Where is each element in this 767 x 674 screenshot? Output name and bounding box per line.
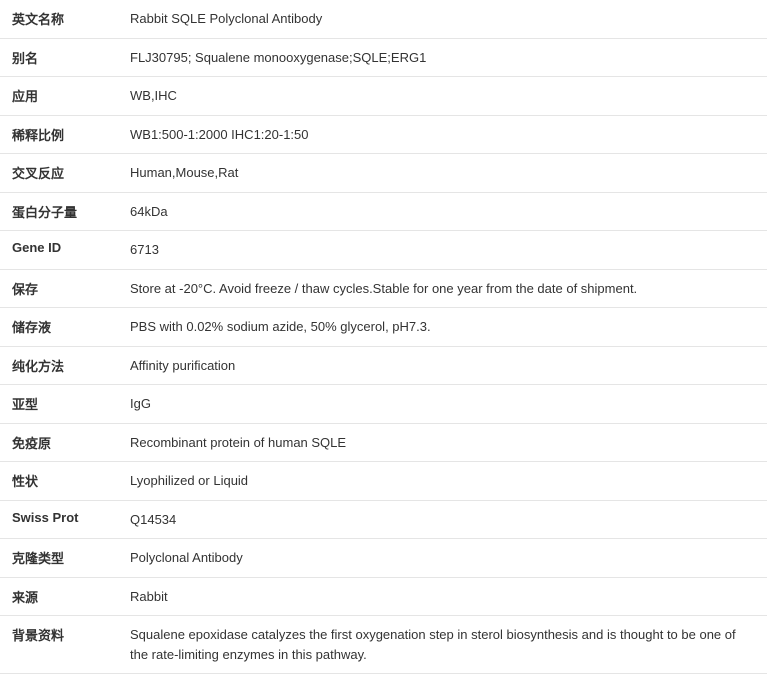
table-row: 克隆类型Polyclonal Antibody <box>0 539 767 578</box>
spec-label: Gene ID <box>0 231 130 270</box>
spec-value: 6713 <box>130 231 767 270</box>
table-row: 保存Store at -20°C. Avoid freeze / thaw cy… <box>0 269 767 308</box>
spec-label: 应用 <box>0 77 130 116</box>
spec-label: 交叉反应 <box>0 154 130 193</box>
table-row: 来源Rabbit <box>0 577 767 616</box>
table-row: 交叉反应Human,Mouse,Rat <box>0 154 767 193</box>
table-row: 纯化方法Affinity purification <box>0 346 767 385</box>
spec-value: WB1:500-1:2000 IHC1:20-1:50 <box>130 115 767 154</box>
spec-label: 亚型 <box>0 385 130 424</box>
table-row: 蛋白分子量64kDa <box>0 192 767 231</box>
spec-value: Polyclonal Antibody <box>130 539 767 578</box>
table-row: 应用WB,IHC <box>0 77 767 116</box>
spec-value: PBS with 0.02% sodium azide, 50% glycero… <box>130 308 767 347</box>
spec-value: Q14534 <box>130 500 767 539</box>
spec-label: Swiss Prot <box>0 500 130 539</box>
spec-label: 别名 <box>0 38 130 77</box>
spec-label: 稀释比例 <box>0 115 130 154</box>
spec-value: Store at -20°C. Avoid freeze / thaw cycl… <box>130 269 767 308</box>
table-row: 免疫原Recombinant protein of human SQLE <box>0 423 767 462</box>
spec-value: Human,Mouse,Rat <box>130 154 767 193</box>
spec-value: FLJ30795; Squalene monooxygenase;SQLE;ER… <box>130 38 767 77</box>
spec-label: 性状 <box>0 462 130 501</box>
spec-value: Affinity purification <box>130 346 767 385</box>
spec-value: Squalene epoxidase catalyzes the first o… <box>130 616 767 674</box>
spec-label: 背景资料 <box>0 616 130 674</box>
table-row: 背景资料Squalene epoxidase catalyzes the fir… <box>0 616 767 674</box>
table-row: Swiss ProtQ14534 <box>0 500 767 539</box>
spec-value: Rabbit SQLE Polyclonal Antibody <box>130 0 767 38</box>
spec-label: 来源 <box>0 577 130 616</box>
spec-label: 免疫原 <box>0 423 130 462</box>
table-row: 亚型IgG <box>0 385 767 424</box>
spec-table: 英文名称Rabbit SQLE Polyclonal Antibody别名FLJ… <box>0 0 767 674</box>
table-row: 别名FLJ30795; Squalene monooxygenase;SQLE;… <box>0 38 767 77</box>
spec-label: 克隆类型 <box>0 539 130 578</box>
spec-value: Lyophilized or Liquid <box>130 462 767 501</box>
spec-value: IgG <box>130 385 767 424</box>
spec-label: 保存 <box>0 269 130 308</box>
spec-value: WB,IHC <box>130 77 767 116</box>
spec-value: Rabbit <box>130 577 767 616</box>
spec-label: 英文名称 <box>0 0 130 38</box>
table-row: 英文名称Rabbit SQLE Polyclonal Antibody <box>0 0 767 38</box>
spec-value: Recombinant protein of human SQLE <box>130 423 767 462</box>
spec-value: 64kDa <box>130 192 767 231</box>
table-row: 稀释比例WB1:500-1:2000 IHC1:20-1:50 <box>0 115 767 154</box>
table-row: 性状Lyophilized or Liquid <box>0 462 767 501</box>
spec-table-body: 英文名称Rabbit SQLE Polyclonal Antibody别名FLJ… <box>0 0 767 674</box>
spec-label: 储存液 <box>0 308 130 347</box>
spec-label: 蛋白分子量 <box>0 192 130 231</box>
table-row: 储存液PBS with 0.02% sodium azide, 50% glyc… <box>0 308 767 347</box>
table-row: Gene ID6713 <box>0 231 767 270</box>
spec-label: 纯化方法 <box>0 346 130 385</box>
